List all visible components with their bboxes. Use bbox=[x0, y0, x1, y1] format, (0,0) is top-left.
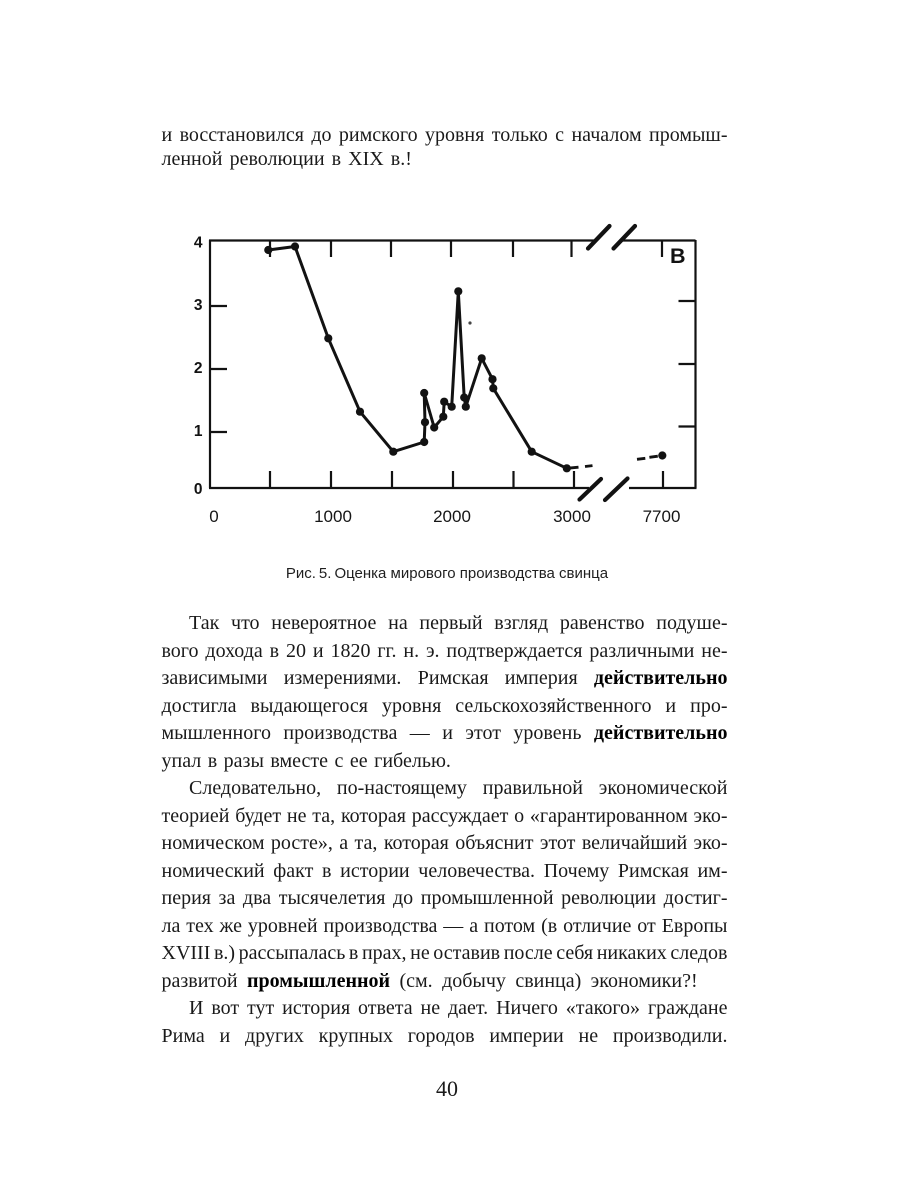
svg-text:2000: 2000 bbox=[433, 507, 471, 526]
svg-text:0: 0 bbox=[194, 481, 203, 498]
svg-text:3: 3 bbox=[194, 297, 203, 314]
svg-text:2: 2 bbox=[194, 360, 203, 377]
svg-text:1000: 1000 bbox=[314, 507, 352, 526]
svg-text:4: 4 bbox=[194, 235, 203, 252]
svg-text:B: B bbox=[670, 244, 686, 268]
svg-text:0: 0 bbox=[209, 507, 218, 526]
svg-text:7700: 7700 bbox=[643, 507, 681, 526]
svg-text:3000: 3000 bbox=[553, 507, 591, 526]
svg-text:1: 1 bbox=[194, 423, 203, 440]
